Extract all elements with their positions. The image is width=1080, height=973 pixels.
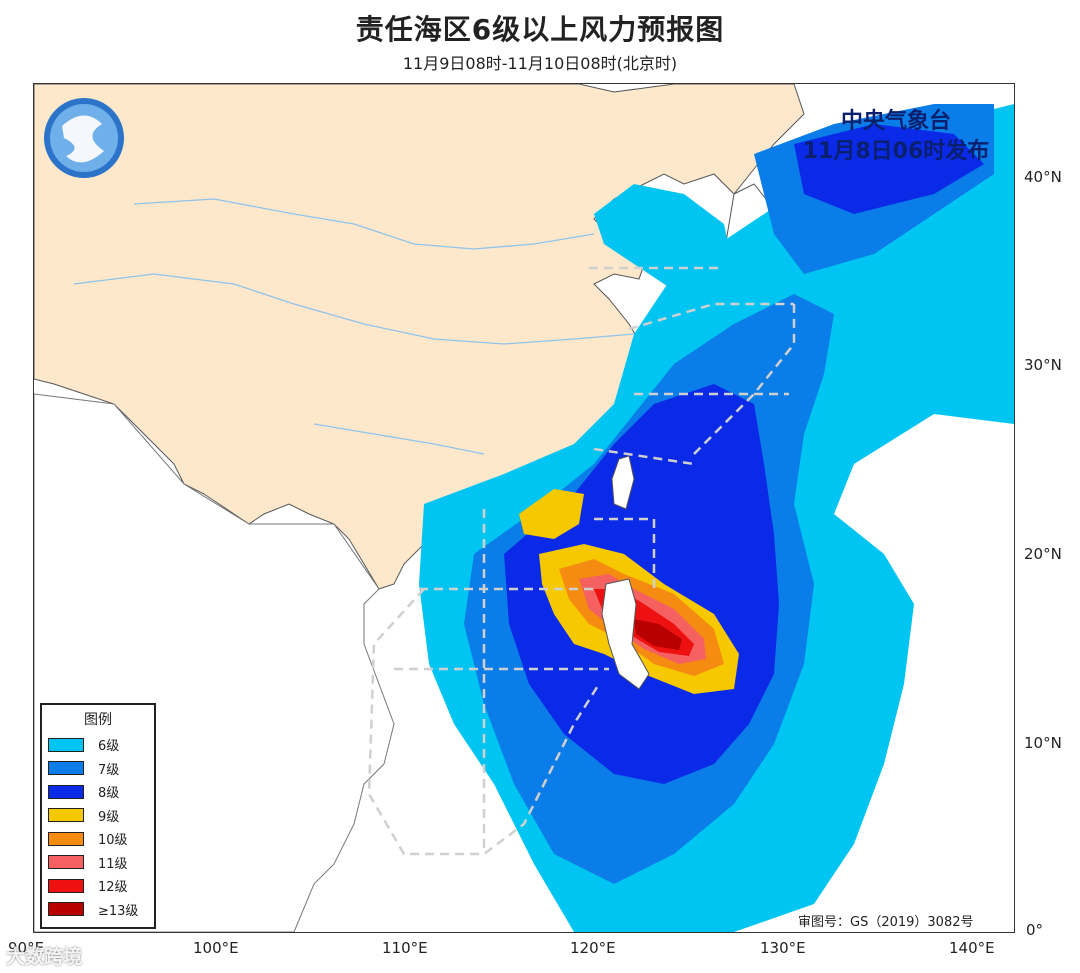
approval-number: 审图号：GS（2019）3082号: [798, 915, 974, 930]
legend-items: 6级 7级 8级 9级 10级 11级 12级 ≥13级: [42, 733, 154, 921]
legend-label: ≥13级: [98, 903, 139, 919]
issuer-org: 中央气象台: [840, 109, 951, 134]
legend-item: 8级: [42, 780, 154, 804]
wind-zone-6-north: [594, 184, 734, 304]
map-area: [33, 83, 1015, 933]
legend-title: 图例: [84, 712, 112, 728]
legend-item: 11级: [42, 851, 154, 875]
x-tick: 120°E: [570, 939, 616, 957]
y-tick: 0°: [1026, 921, 1044, 939]
x-tick: 100°E: [193, 939, 239, 957]
legend-swatch: [48, 855, 84, 870]
legend-item: ≥13级: [42, 898, 154, 922]
legend-label: 9级: [98, 809, 120, 825]
legend-label: 12级: [98, 880, 128, 896]
legend-item: 7级: [42, 757, 154, 781]
legend-item: 6级: [42, 733, 154, 757]
wind-zone-9-taiwan-strait: [519, 489, 584, 539]
wind-zone-13: [634, 619, 682, 650]
issuer-block: 中央气象台 11月8日06时发布: [768, 107, 1024, 167]
luzon-island: [601, 578, 650, 690]
legend: 图例 6级 7级 8级 9级 10级 11级 12级 ≥13级: [40, 703, 156, 929]
y-tick: 20°N: [1024, 545, 1062, 563]
wind-zone-8-northeast: [794, 124, 984, 214]
taiwan-island: [611, 455, 635, 510]
y-tick: 40°N: [1024, 168, 1062, 186]
x-tick: 130°E: [760, 939, 806, 957]
legend-label: 6级: [98, 739, 120, 755]
rivers: [73, 198, 635, 455]
y-tick: 30°N: [1024, 356, 1062, 374]
legend-label: 7级: [98, 762, 120, 778]
sea-zone-boundaries: [367, 266, 796, 856]
legend-swatch: [48, 831, 84, 846]
legend-swatch: [48, 737, 84, 752]
legend-swatch: [48, 784, 84, 799]
y-tick: 10°N: [1024, 734, 1062, 752]
x-tick: 140°E: [949, 939, 995, 957]
legend-item: 10级: [42, 827, 154, 851]
legend-swatch: [48, 761, 84, 776]
map-title: 责任海区6级以上风力预报图: [355, 13, 725, 46]
cma-logo: [44, 98, 124, 178]
legend-label: 10级: [98, 833, 128, 849]
legend-label: 11级: [98, 856, 128, 872]
x-tick: 110°E: [382, 939, 428, 957]
x-tick: 90°E: [8, 939, 45, 957]
legend-swatch: [48, 808, 84, 823]
legend-swatch: [48, 902, 84, 917]
map-subtitle: 11月9日08时-11月10日08时(北京时): [402, 54, 678, 73]
forecast-map: [34, 84, 1014, 932]
watermark: 大数跨境: [6, 946, 83, 968]
legend-item: 12级: [42, 874, 154, 898]
legend-swatch: [48, 878, 84, 893]
issuer-time: 11月8日06时发布: [802, 139, 990, 164]
legend-label: 8级: [98, 786, 120, 802]
legend-item: 9级: [42, 804, 154, 828]
